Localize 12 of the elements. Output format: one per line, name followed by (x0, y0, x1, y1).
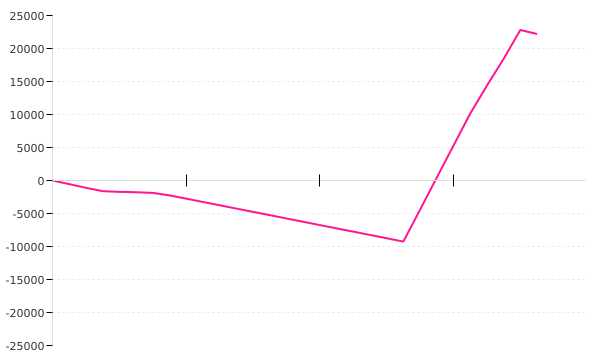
y-tick-label: -20000 (6, 307, 45, 320)
y-tick-label: 20000 (10, 43, 45, 56)
y-tick-label: -10000 (6, 241, 45, 254)
y-tick-label: 15000 (10, 76, 45, 89)
y-tick-label: -15000 (6, 274, 45, 287)
y-tick-label: 25000 (10, 10, 45, 23)
y-tick-label: 10000 (10, 109, 45, 122)
y-tick-label: 5000 (16, 142, 45, 155)
y-tick-label: -25000 (6, 340, 45, 353)
line-series (52, 29, 538, 243)
y-tick-label: -5000 (12, 208, 45, 221)
y-tick-label: 0 (38, 175, 44, 188)
